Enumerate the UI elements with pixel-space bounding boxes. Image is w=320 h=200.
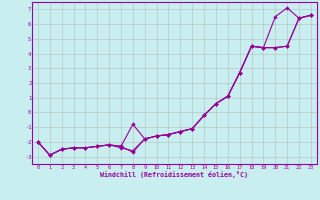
X-axis label: Windchill (Refroidissement éolien,°C): Windchill (Refroidissement éolien,°C) xyxy=(100,171,248,178)
